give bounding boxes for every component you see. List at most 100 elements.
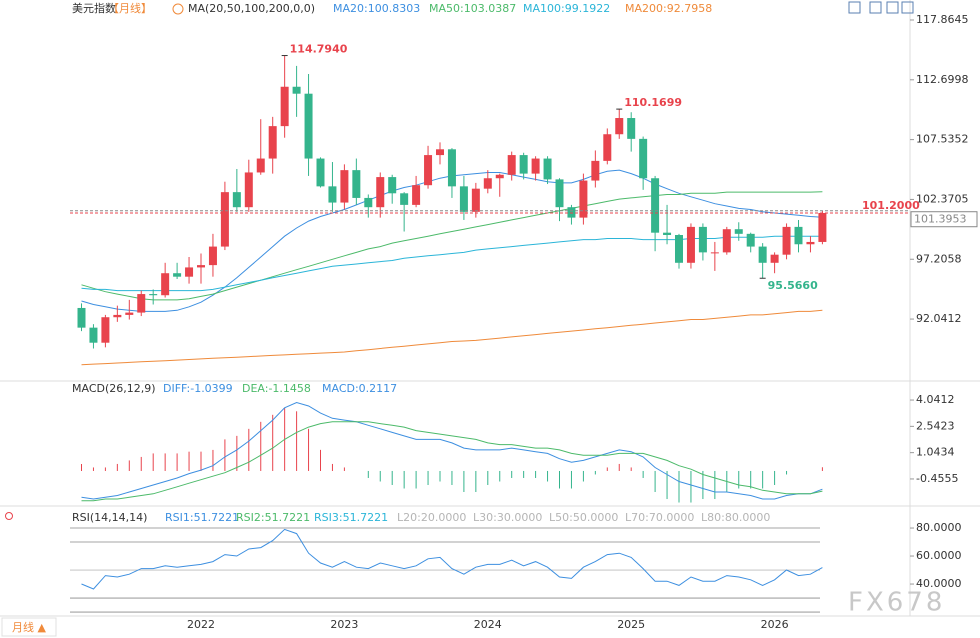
candle-body bbox=[627, 118, 636, 139]
candle-body bbox=[579, 180, 588, 218]
candle-body bbox=[447, 149, 456, 187]
y-tick-label: 40.0000 bbox=[916, 577, 962, 590]
level-label: L50:50.0000 bbox=[549, 511, 618, 524]
legend-entry: DEA:-1.1458 bbox=[242, 382, 311, 395]
period-button-label: 月线 ▲ bbox=[12, 620, 46, 634]
candle-body bbox=[495, 174, 504, 179]
candle-body bbox=[412, 185, 421, 205]
legend-entry: MA100:99.1922 bbox=[523, 2, 610, 15]
candle-body bbox=[89, 327, 98, 343]
annotation-label: 114.7940 bbox=[290, 43, 348, 56]
macd-line bbox=[81, 401, 823, 500]
candle-body bbox=[567, 207, 576, 218]
collapse-icon[interactable] bbox=[172, 3, 184, 15]
candle-body bbox=[364, 197, 373, 208]
toolbar-button[interactable] bbox=[886, 1, 899, 14]
candle-body bbox=[340, 170, 349, 203]
candle-body bbox=[376, 177, 385, 208]
candle-body bbox=[220, 192, 229, 247]
candle-body bbox=[746, 233, 755, 247]
period-button[interactable] bbox=[1, 617, 57, 637]
x-tick-label: 2022 bbox=[187, 618, 215, 631]
candle-body bbox=[185, 267, 194, 277]
y-tick-label: 4.0412 bbox=[916, 393, 955, 406]
candle-body bbox=[483, 178, 492, 189]
candle-body bbox=[710, 252, 719, 254]
candle-body bbox=[519, 155, 528, 174]
candle-body bbox=[615, 118, 624, 135]
x-tick-label: 2026 bbox=[761, 618, 789, 631]
annotation-label: 110.1699 bbox=[624, 96, 682, 109]
candle-body bbox=[758, 246, 767, 263]
y-tick-label: 112.6998 bbox=[916, 73, 969, 86]
level-label: L70:70.0000 bbox=[625, 511, 694, 524]
level-label: L80:80.0000 bbox=[701, 511, 770, 524]
candle-body bbox=[675, 234, 683, 263]
legend-entry: MA20:100.8303 bbox=[333, 2, 420, 15]
candle-body bbox=[161, 273, 170, 296]
y-tick-label: 60.0000 bbox=[916, 549, 962, 562]
x-tick-label: 2025 bbox=[617, 618, 645, 631]
candle-body bbox=[232, 192, 241, 208]
candle-body bbox=[770, 254, 779, 263]
legend-entry: RSI3:51.7221 bbox=[314, 511, 388, 524]
candle-body bbox=[651, 178, 660, 233]
candle-body bbox=[436, 149, 444, 156]
period-label: 【月线】 bbox=[108, 1, 152, 15]
settings-icon[interactable] bbox=[5, 512, 13, 520]
legend-entry: RSI1:51.7221 bbox=[165, 511, 239, 524]
legend-entry: RSI2:51.7221 bbox=[236, 511, 310, 524]
candle-body bbox=[149, 294, 158, 296]
candle-body bbox=[328, 186, 337, 203]
indicator-label: MA(20,50,100,200,0,0) bbox=[188, 2, 315, 15]
candle-body bbox=[591, 160, 600, 181]
x-tick-label: 2024 bbox=[474, 618, 502, 631]
macd-title: MACD(26,12,9) bbox=[72, 382, 156, 395]
candle-body bbox=[292, 86, 301, 94]
level-label: L30:30.0000 bbox=[473, 511, 542, 524]
level-label: L20:20.0000 bbox=[397, 511, 466, 524]
candle-body bbox=[507, 155, 516, 175]
candle-body bbox=[77, 307, 86, 328]
ma-line bbox=[81, 309, 823, 366]
candle-body bbox=[555, 179, 564, 208]
y-tick-label: 97.2058 bbox=[916, 252, 962, 265]
candle-body bbox=[388, 177, 397, 194]
candle-body bbox=[734, 229, 743, 234]
candle-body bbox=[603, 134, 612, 161]
candle-body bbox=[244, 172, 253, 208]
y-tick-label: 80.0000 bbox=[916, 521, 962, 534]
y-tick-label: 92.0412 bbox=[916, 312, 962, 325]
candle-body bbox=[722, 229, 731, 253]
candle-body bbox=[639, 138, 648, 179]
candle-body bbox=[125, 312, 134, 315]
candle-body bbox=[101, 317, 110, 343]
candle-body bbox=[256, 158, 265, 173]
candle-body bbox=[316, 158, 325, 187]
candle-body bbox=[543, 158, 552, 180]
toolbar-button[interactable] bbox=[848, 1, 861, 14]
toolbar-button[interactable] bbox=[901, 1, 914, 14]
y-tick-label: 107.5352 bbox=[916, 133, 969, 146]
macd-line bbox=[81, 421, 823, 502]
y-tick-label: 117.8645 bbox=[916, 13, 969, 26]
candle-body bbox=[268, 126, 277, 159]
legend-entry: DIFF:-1.0399 bbox=[163, 382, 233, 395]
candle-body bbox=[794, 226, 803, 245]
candle-body bbox=[137, 294, 146, 313]
candle-body bbox=[208, 246, 217, 266]
candle-body bbox=[197, 265, 205, 268]
toolbar bbox=[848, 1, 914, 14]
price-label-box bbox=[910, 211, 978, 228]
candle-body bbox=[686, 226, 695, 263]
candle-body bbox=[173, 273, 182, 277]
candle-body bbox=[698, 226, 707, 253]
toolbar-button[interactable] bbox=[869, 1, 882, 14]
watermark: FX678 bbox=[848, 588, 945, 618]
legend-entry: MA200:92.7958 bbox=[625, 2, 712, 15]
y-tick-label: 1.0434 bbox=[916, 446, 955, 459]
x-tick-label: 2023 bbox=[330, 618, 358, 631]
y-tick-label: 2.5423 bbox=[916, 419, 955, 432]
candle-body bbox=[818, 212, 827, 242]
